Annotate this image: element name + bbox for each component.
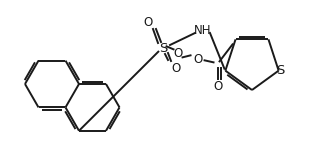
Text: NH: NH [194, 24, 212, 36]
Text: S: S [159, 42, 167, 55]
Text: O: O [173, 47, 182, 60]
Text: O: O [143, 15, 153, 28]
Text: O: O [193, 53, 202, 66]
Text: O: O [213, 80, 222, 93]
Text: O: O [171, 61, 181, 75]
Text: S: S [276, 64, 285, 77]
